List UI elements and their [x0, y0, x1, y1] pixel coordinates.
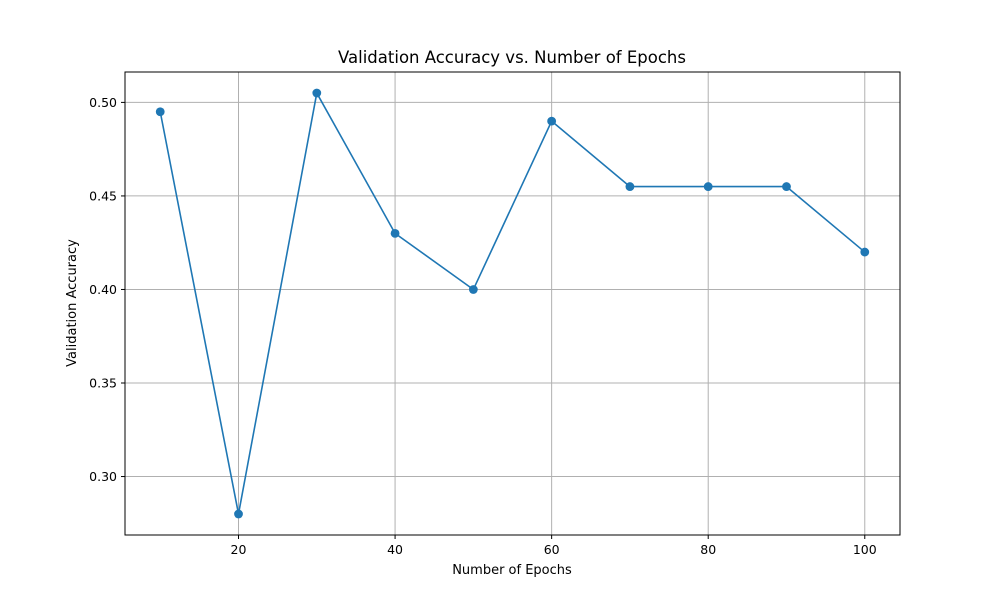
y-tick-label: 0.30: [89, 469, 117, 484]
data-point-marker: [703, 182, 713, 191]
data-point-marker: [155, 107, 165, 117]
y-axis-ticks: 0.30 0.35 0.40 0.45 0.50: [89, 95, 125, 484]
data-point-marker: [782, 182, 791, 191]
data-point-marker: [547, 116, 557, 126]
data-point-marker: [625, 182, 635, 191]
x-tick-label: 20: [231, 542, 247, 557]
data-point-marker: [234, 509, 243, 519]
y-tick-label: 0.35: [89, 376, 117, 391]
x-tick-label: 80: [700, 542, 716, 557]
plot-area-frame: [124, 71, 901, 536]
grid: [125, 72, 900, 535]
chart-title: Validation Accuracy vs. Number of Epochs: [338, 48, 686, 67]
y-axis-label: Validation Accuracy: [65, 239, 80, 367]
y-tick-label: 0.45: [89, 188, 117, 203]
series-group: [155, 88, 870, 519]
data-point-marker: [468, 285, 478, 294]
data-point-marker: [390, 228, 400, 238]
x-axis-ticks: 20 40 60 80 100: [231, 535, 877, 557]
x-axis-label: Number of Epochs: [452, 563, 572, 578]
y-tick-label: 0.50: [89, 95, 117, 110]
data-point-marker: [860, 247, 870, 257]
x-tick-label: 60: [544, 542, 560, 557]
data-point-marker: [312, 88, 322, 98]
x-tick-label: 40: [387, 542, 403, 557]
x-tick-label: 100: [853, 542, 877, 557]
series-line: [159, 92, 866, 515]
y-tick-label: 0.40: [89, 282, 117, 297]
